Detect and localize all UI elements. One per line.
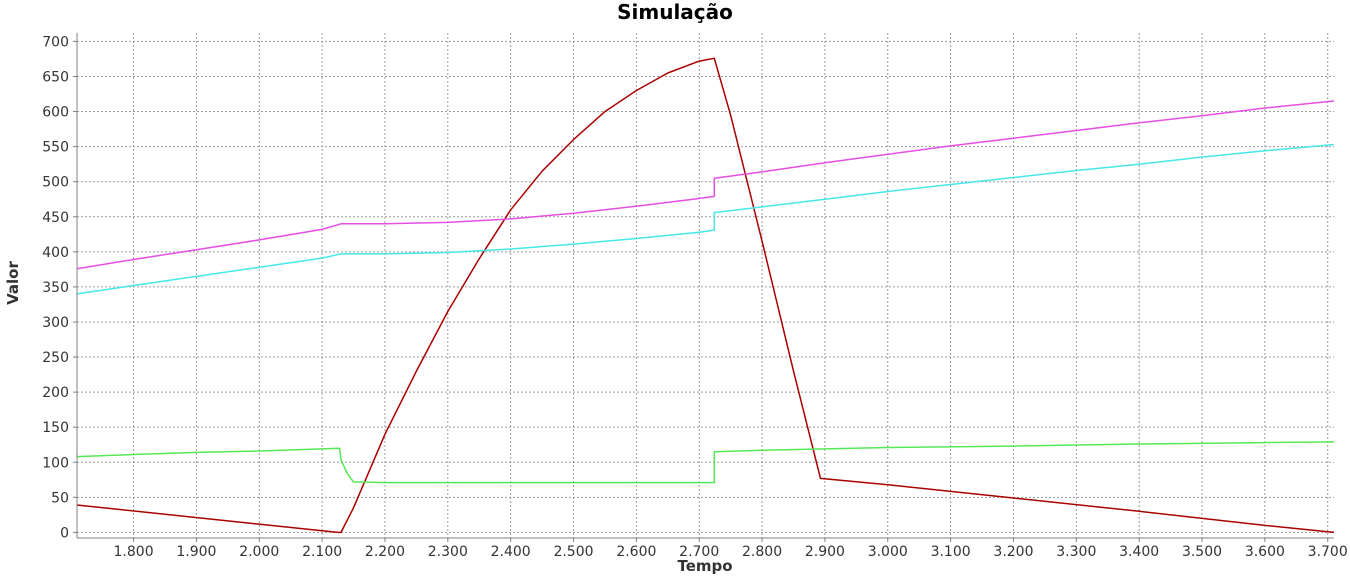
y-tick-label: 600: [42, 105, 69, 121]
x-tick-label: 1.900: [176, 544, 216, 560]
x-tick-label: 2.300: [428, 544, 468, 560]
x-tick-label: 3.300: [1056, 544, 1096, 560]
x-tick-label: 3.600: [1245, 544, 1285, 560]
y-tick-label: 400: [42, 245, 69, 261]
x-tick-label: 2.700: [679, 544, 719, 560]
y-tick-label: 300: [42, 315, 69, 331]
x-tick-label: 2.000: [239, 544, 279, 560]
y-tick-label: 350: [42, 280, 69, 296]
x-ticks: 1.800 1.900 2.000 2.100 2.200 2.300 2.400 2.500…: [114, 538, 1348, 560]
x-tick-label: 2.400: [491, 544, 531, 560]
x-tick-label: 3.200: [993, 544, 1033, 560]
chart-title: Simulação: [617, 0, 733, 24]
y-tick-label: 700: [42, 34, 69, 50]
series-line-1: [76, 57, 1335, 534]
grid: [77, 33, 1334, 538]
y-tick-label: 150: [42, 420, 69, 436]
x-tick-label: 3.100: [931, 544, 971, 560]
x-tick-label: 3.400: [1119, 544, 1159, 560]
x-tick-label: 2.200: [365, 544, 405, 560]
y-tick-label: 200: [42, 385, 69, 401]
x-tick-label: 2.800: [742, 544, 782, 560]
y-tick-label: 100: [42, 455, 69, 471]
y-tick-label: 650: [42, 69, 69, 85]
x-tick-label: 1.800: [114, 544, 154, 560]
axes: [76, 33, 1334, 539]
x-tick-label: 3.700: [1308, 544, 1348, 560]
x-tick-label: 2.100: [302, 544, 342, 560]
y-tick-label: 500: [42, 175, 69, 191]
x-axis-label: Tempo: [677, 557, 732, 575]
x-tick-label: 2.900: [805, 544, 845, 560]
series-layer: [76, 57, 1335, 534]
y-tick-label: 250: [42, 350, 69, 366]
plot-background: [77, 33, 1334, 538]
y-axis-label: Valor: [4, 261, 22, 305]
series-line-3: [76, 143, 1335, 295]
y-ticks: 0 50 100 150 200 250 300 350 400 450 500 550 600 650 7…: [42, 34, 77, 541]
y-tick-label: 0: [60, 525, 69, 541]
series-line-2: [76, 100, 1335, 270]
y-tick-label: 450: [42, 210, 69, 226]
y-tick-label: 50: [51, 490, 69, 506]
x-tick-label: 2.500: [553, 544, 593, 560]
series-line-4: [76, 441, 1335, 484]
x-tick-label: 2.600: [616, 544, 656, 560]
x-tick-label: 3.000: [868, 544, 908, 560]
x-tick-label: 3.500: [1182, 544, 1222, 560]
y-tick-label: 550: [42, 140, 69, 156]
